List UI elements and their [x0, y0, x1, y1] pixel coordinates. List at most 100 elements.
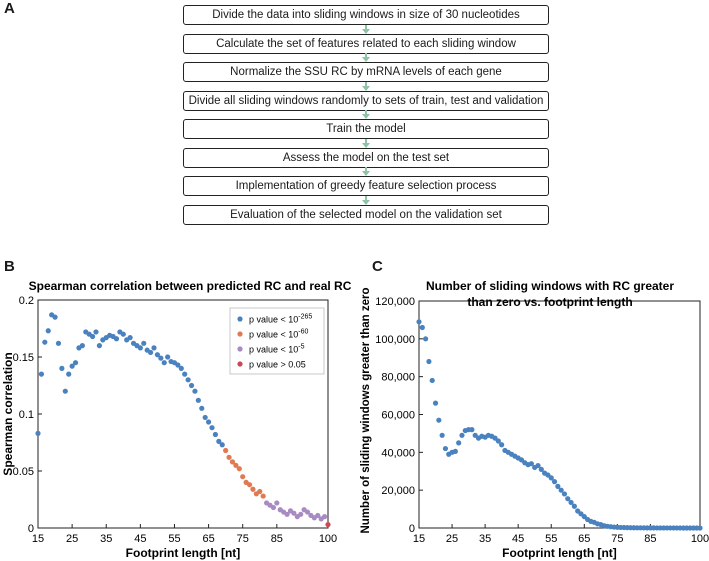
data-point	[555, 483, 561, 489]
flow-step-6: Assess the model on the test set	[183, 147, 549, 168]
chart-title: Spearman correlation between predicted R…	[29, 279, 352, 293]
y-tick-label: 0.2	[19, 295, 34, 307]
panel-label-a: A	[4, 0, 15, 17]
data-point	[558, 487, 564, 493]
data-point	[315, 512, 321, 519]
data-point	[72, 360, 79, 366]
data-point	[55, 340, 62, 346]
x-tick-label: 15	[32, 533, 44, 545]
data-point	[571, 503, 577, 509]
data-point	[250, 486, 256, 492]
data-point	[442, 445, 449, 452]
legend-entry-label: p value < 10-5	[249, 344, 305, 355]
data-point	[175, 362, 181, 368]
x-axis-label: Footprint length [nt]	[502, 546, 617, 560]
data-point	[499, 442, 505, 448]
data-point	[426, 358, 432, 365]
data-point	[697, 525, 703, 531]
data-point	[246, 482, 253, 488]
x-axis-label: Footprint length [nt]	[126, 546, 241, 560]
data-point	[459, 432, 465, 438]
y-tick-label: 100,000	[375, 334, 415, 346]
data-point	[165, 354, 171, 360]
data-point	[229, 459, 236, 465]
data-point	[45, 328, 51, 334]
flow-step-4: Divide all sliding windows randomly to s…	[183, 90, 549, 111]
data-point	[325, 521, 331, 528]
legend-entry-prefix: p value > 0.05	[249, 360, 306, 370]
data-point	[212, 431, 219, 438]
data-point	[96, 343, 103, 349]
data-point	[141, 340, 147, 346]
data-point	[185, 377, 191, 383]
y-tick-label: 0.1	[19, 409, 34, 421]
data-point	[62, 388, 68, 394]
y-axis-label: Number of sliding windows greater than z…	[360, 288, 372, 534]
flow-arrow-down-icon	[362, 24, 370, 34]
panel-label-c: C	[372, 258, 383, 275]
data-point	[304, 509, 311, 515]
legend-marker	[237, 316, 243, 322]
x-tick-label: 55	[168, 533, 180, 545]
panel-label-b: B	[4, 258, 15, 275]
data-point	[298, 511, 304, 517]
data-point	[495, 438, 501, 444]
legend-entry-label: p value > 0.05	[249, 360, 306, 370]
legend: p value < 10-265 p value < 10-60 p value <…	[229, 307, 325, 375]
data-point	[59, 365, 65, 371]
data-point	[419, 324, 425, 331]
data-point	[260, 493, 266, 499]
legend-entry-exponent: -265	[298, 314, 312, 321]
data-point	[226, 454, 232, 460]
data-point	[432, 400, 439, 406]
x-tick-label: 65	[202, 533, 214, 545]
data-point	[548, 475, 554, 481]
data-point	[202, 414, 208, 421]
x-tick-label: 100	[691, 533, 709, 545]
x-tick-label: 15	[413, 533, 425, 545]
x-tick-label: 35	[479, 533, 491, 545]
legend-entry-label: p value < 10-265	[249, 314, 312, 325]
x-tick-label: 65	[578, 533, 590, 545]
data-point	[551, 479, 558, 485]
flow-arrow-down-icon	[362, 81, 370, 91]
data-point	[257, 488, 263, 495]
data-point	[528, 461, 534, 467]
data-point	[469, 427, 475, 433]
flow-arrow-down-icon	[362, 167, 370, 176]
data-point	[158, 355, 164, 361]
y-tick-label: 120,000	[375, 296, 415, 308]
data-point	[205, 419, 212, 425]
chart-title-line: Number of sliding windows with RC greate…	[426, 279, 674, 293]
data-point	[120, 331, 126, 337]
data-point	[66, 371, 72, 377]
x-tick-label: 75	[611, 533, 623, 545]
data-point	[89, 333, 96, 340]
y-tick-label: 80,000	[381, 372, 415, 384]
data-point	[182, 371, 188, 377]
data-point	[236, 466, 242, 472]
legend-marker	[237, 331, 243, 337]
y-tick-label: 0	[409, 523, 415, 535]
data-point	[93, 329, 99, 335]
flow-step-2: Calculate the set of features related to…	[183, 33, 549, 54]
data-point	[154, 352, 161, 358]
x-tick-label: 45	[134, 533, 146, 545]
legend-entry-label: p value < 10-60	[249, 329, 309, 340]
data-point	[113, 336, 120, 342]
y-tick-label: 40,000	[381, 447, 415, 459]
data-point	[429, 377, 435, 384]
data-point	[178, 365, 184, 371]
y-tick-label: 0	[28, 523, 34, 535]
data-point	[147, 349, 154, 356]
data-point	[535, 462, 541, 469]
flow-arrow-down-icon	[362, 110, 370, 119]
x-tick-label: 25	[66, 533, 78, 545]
data-point	[452, 448, 458, 454]
plot-frame	[418, 300, 701, 529]
y-tick-label: 20,000	[381, 485, 415, 497]
y-tick-label: 0.05	[13, 466, 34, 478]
data-point	[127, 335, 133, 341]
data-point	[192, 388, 198, 394]
data-point	[188, 382, 195, 389]
